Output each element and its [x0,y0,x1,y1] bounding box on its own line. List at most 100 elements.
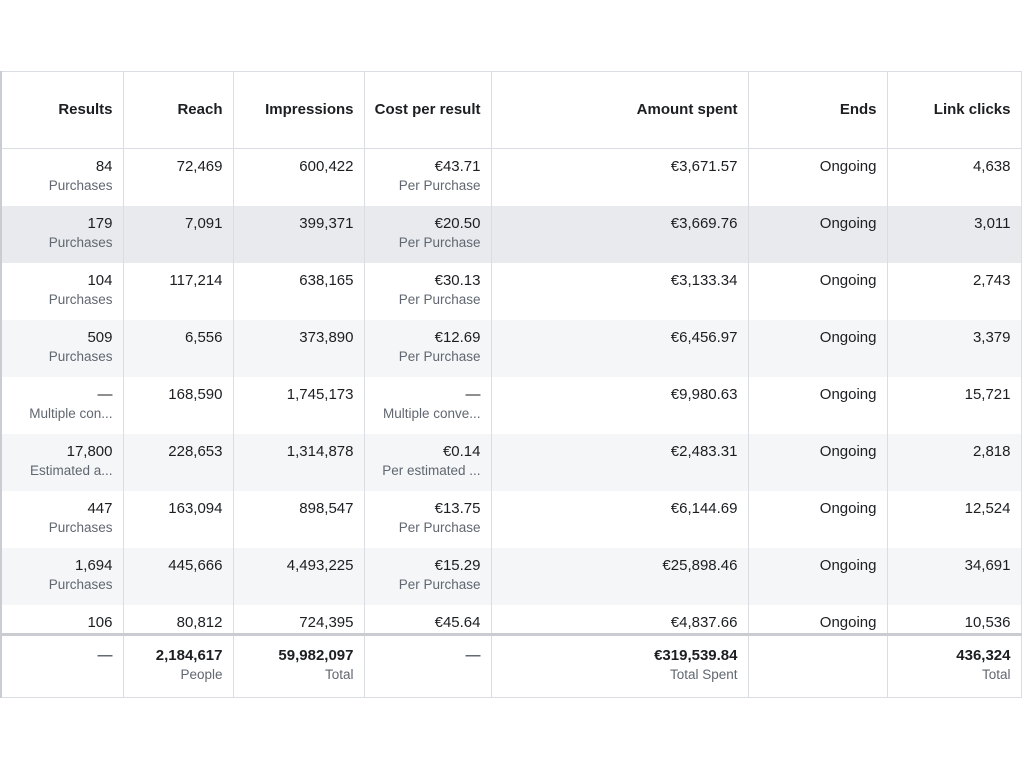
ads-results-table: Results Reach Impressions Cost per resul… [0,71,1024,698]
ends-value: Ongoing [819,271,877,289]
total-clicks-cell: 436,324 Total [887,633,1022,698]
column-header-amount-spent[interactable]: Amount spent [491,71,749,149]
total-link-clicks: 436,324 [956,647,1011,664]
reach-value: 117,214 [169,271,223,289]
ends-value: Ongoing [819,556,877,574]
reach-value: 168,590 [168,385,223,403]
totals-row: — 2,184,617 People 59,982,097 Total — €3… [0,633,1022,698]
results-cell: — Multiple con... [0,376,124,434]
ends-value: Ongoing [819,613,877,631]
total-reach-caption: People [180,667,223,682]
total-cost-cell: — [364,633,492,698]
ends-value: Ongoing [819,214,877,232]
cost-per-result-value: €43.71 [434,158,481,175]
table-row[interactable]: 84 Purchases 72,469 600,422 €43.71 Per Purcha… [0,148,1022,206]
total-clicks-caption: Total [981,667,1011,682]
impressions-cell: 373,890 [233,319,365,377]
impressions-value: 399,371 [299,214,354,232]
results-caption: Purchases [48,519,113,535]
results-cell: 106 [0,604,124,635]
total-results-cell: — [0,633,124,698]
amount-spent-cell: €3,133.34 [491,262,749,320]
total-impressions-caption: Total [324,667,354,682]
column-header-link-clicks[interactable]: Link clicks [887,71,1022,149]
impressions-cell: 600,422 [233,148,365,206]
ends-value: Ongoing [819,385,877,403]
table-row[interactable]: 104 Purchases 117,214 638,165 €30.13 Per Purc… [0,262,1022,320]
amount-spent-cell: €6,144.69 [491,490,749,548]
ends-cell: Ongoing [748,262,888,320]
link-clicks-value: 12,524 [964,499,1011,517]
cost-per-result-value: €15.29 [434,556,481,574]
table-row[interactable]: 106 80,812 724,395 €45.64 €4,837.66 Ongoing 10… [0,604,1022,635]
column-header-reach[interactable]: Reach [123,71,234,149]
link-clicks-cell: 34,691 [887,547,1022,605]
reach-cell: 445,666 [123,547,234,605]
impressions-value: 724,395 [299,613,354,631]
impressions-cell: 638,165 [233,262,365,320]
table-row[interactable]: 1,694 Purchases 445,666 4,493,225 €15.29 Per … [0,547,1022,605]
total-amount-cell: €319,539.84 Total Spent [491,633,749,698]
reach-value: 80,812 [176,613,223,631]
ends-cell: Ongoing [748,547,888,605]
cost-per-result-cell: €13.75 Per Purchase [364,490,492,548]
ends-value: Ongoing [819,499,877,517]
results-value: 104 [87,271,113,289]
amount-spent-value: €3,669.76 [670,214,738,232]
table-row[interactable]: 179 Purchases 7,091 399,371 €20.50 Per Purcha… [0,205,1022,263]
link-clicks-value: 15,721 [964,385,1011,403]
results-caption: Purchases [48,348,113,364]
impressions-value: 373,890 [299,328,354,346]
results-cell: 1,694 Purchases [0,547,124,605]
cost-per-result-caption: Per Purchase [398,178,481,193]
impressions-cell: 898,547 [233,490,365,548]
column-header-results[interactable]: Results [0,71,124,149]
results-value: 509 [87,328,113,346]
table-row[interactable]: 447 Purchases 163,094 898,547 €13.75 Per Purc… [0,490,1022,548]
amount-spent-cell: €25,898.46 [491,547,749,605]
impressions-value: 898,547 [299,499,354,517]
amount-spent-value: €9,980.63 [670,385,738,403]
cost-per-result-value: €13.75 [434,499,481,517]
cost-per-result-cell: €20.50 Per Purchase [364,205,492,263]
cost-per-result-value: €45.64 [434,613,481,631]
ends-cell: Ongoing [748,148,888,206]
reach-cell: 117,214 [123,262,234,320]
reach-cell: 72,469 [123,148,234,206]
column-header-cost-per-result[interactable]: Cost per result [364,71,492,149]
reach-cell: 168,590 [123,376,234,434]
table-row[interactable]: 17,800 Estimated a... 228,653 1,314,878 €0.1… [0,433,1022,491]
table-row[interactable]: — Multiple con... 168,590 1,745,173 — Multipl… [0,376,1022,434]
amount-spent-cell: €9,980.63 [491,376,749,434]
link-clicks-value: 10,536 [964,613,1011,631]
results-caption: Purchases [48,178,113,193]
results-caption: Estimated a... [29,462,113,478]
total-results: — [97,647,113,664]
ends-cell: Ongoing [748,376,888,434]
cost-per-result-value: €20.50 [434,214,481,232]
total-reach: 2,184,617 [155,647,223,664]
cost-per-result-cell: €15.29 Per Purchase [364,547,492,605]
results-caption: Purchases [48,576,113,592]
ends-cell: Ongoing [748,604,888,635]
impressions-cell: 399,371 [233,205,365,263]
column-header-impressions[interactable]: Impressions [233,71,365,149]
reach-value: 72,469 [176,158,223,175]
total-amount-caption: Total Spent [669,667,738,682]
table-row[interactable]: 509 Purchases 6,556 373,890 €12.69 Per Purcha… [0,319,1022,377]
results-value: 84 [95,158,113,175]
link-clicks-cell: 4,638 [887,148,1022,206]
ends-cell: Ongoing [748,319,888,377]
column-header-ends[interactable]: Ends [748,71,888,149]
results-cell: 17,800 Estimated a... [0,433,124,491]
ends-value: Ongoing [819,442,877,460]
reach-value: 163,094 [168,499,223,517]
total-reach-cell: 2,184,617 People [123,633,234,698]
impressions-value: 4,493,225 [286,556,354,574]
cost-per-result-cell: €30.13 Per Purchase [364,262,492,320]
reach-value: 6,556 [184,328,223,346]
amount-spent-value: €6,456.97 [670,328,738,346]
cost-per-result-caption: Per Purchase [398,291,481,307]
ends-cell: Ongoing [748,490,888,548]
cost-per-result-cell: €43.71 Per Purchase [364,148,492,206]
